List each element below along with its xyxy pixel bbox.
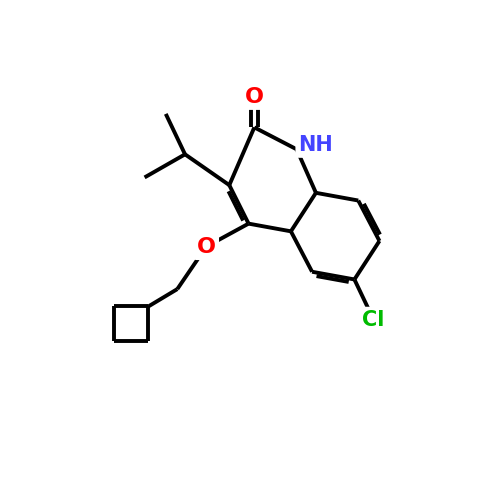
Text: O: O [245,86,264,106]
Text: NH: NH [298,134,334,154]
Text: O: O [196,236,216,256]
Text: Cl: Cl [362,310,385,330]
